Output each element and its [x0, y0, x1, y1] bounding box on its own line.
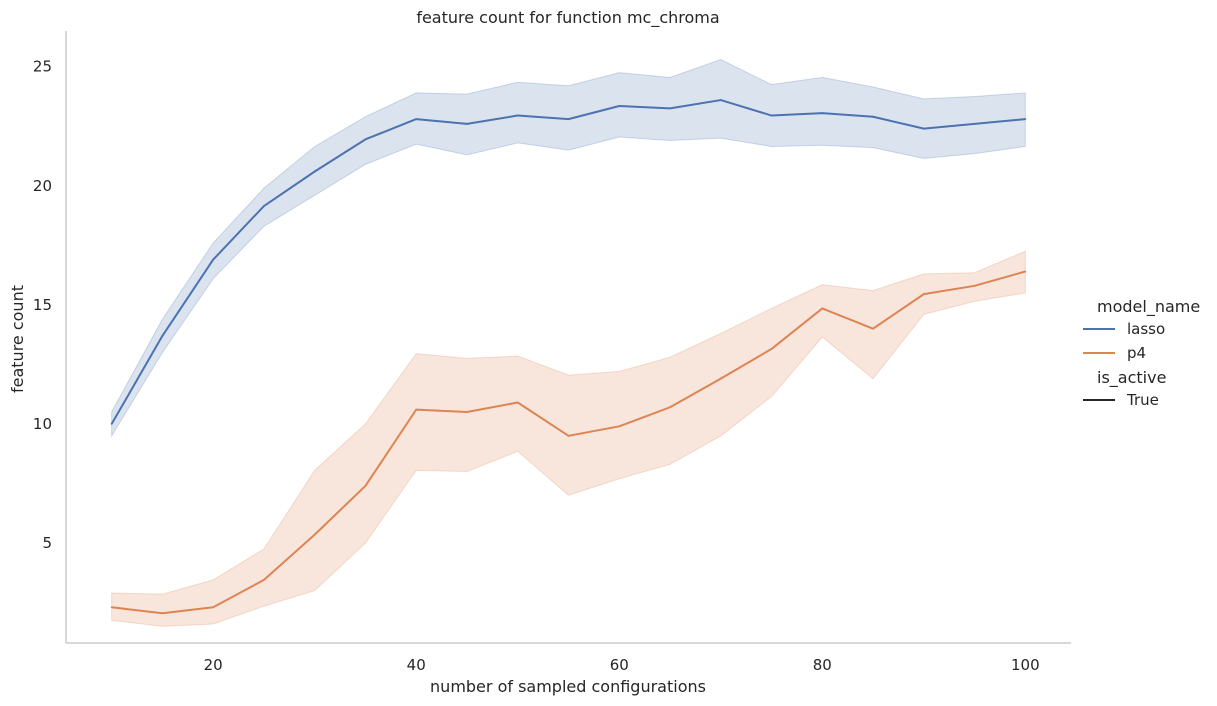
x-tick-label: 80 [813, 656, 832, 674]
data-point-p4 [313, 533, 316, 536]
y-tick-label: 10 [33, 415, 52, 433]
data-point-p4 [770, 348, 773, 350]
data-point-p4 [821, 307, 824, 310]
ci-band-p4 [111, 250, 1026, 627]
y-tick-label: 20 [33, 177, 52, 195]
data-point-p4 [212, 606, 215, 609]
data-point-lasso [1024, 118, 1027, 121]
data-point-lasso [719, 99, 722, 101]
ci-band-lasso [111, 59, 1026, 438]
legend: model_name lasso p4 is_active True [1083, 297, 1200, 409]
x-tick-label: 20 [204, 656, 223, 674]
y-tick-label: 25 [33, 58, 52, 76]
data-point-lasso [364, 138, 367, 141]
data-point-lasso [770, 114, 773, 117]
chart-title: feature count for function mc_chroma [416, 8, 719, 28]
data-point-lasso [669, 107, 671, 110]
legend-style-title: is_active [1097, 368, 1166, 388]
y-tick-labels: 5 10 15 20 25 [33, 58, 52, 552]
x-tick-label: 40 [407, 656, 426, 674]
data-point-p4 [466, 411, 468, 413]
axes: 20 40 60 80 100 5 10 15 20 25 [33, 31, 1071, 674]
data-point-lasso [161, 334, 164, 337]
series-lines [110, 99, 1027, 615]
data-point-lasso [973, 122, 976, 125]
y-axis-label: feature count [8, 285, 27, 393]
data-point-lasso [263, 205, 265, 207]
data-point-lasso [212, 258, 215, 261]
data-point-p4 [516, 401, 519, 404]
data-point-p4 [364, 484, 367, 487]
legend-style-label: True [1126, 391, 1159, 409]
data-point-lasso [516, 114, 519, 117]
data-point-lasso [618, 105, 621, 107]
data-point-lasso [922, 127, 925, 130]
data-point-p4 [567, 434, 570, 437]
x-tick-label: 60 [610, 656, 629, 674]
data-point-lasso [466, 122, 468, 125]
data-point-lasso [415, 118, 418, 121]
data-point-p4 [110, 606, 113, 609]
data-point-p4 [669, 406, 671, 409]
data-point-p4 [1024, 270, 1027, 273]
data-point-p4 [618, 425, 621, 428]
y-tick-label: 15 [33, 296, 52, 314]
data-point-p4 [719, 377, 722, 380]
x-tick-label: 100 [1011, 656, 1040, 674]
data-point-lasso [313, 170, 316, 173]
x-axis-label: number of sampled configurations [430, 677, 706, 696]
data-point-lasso [872, 115, 874, 118]
legend-label-lasso: lasso [1127, 320, 1165, 338]
legend-label-p4: p4 [1127, 344, 1146, 362]
data-point-lasso [110, 423, 113, 425]
data-point-lasso [821, 112, 824, 115]
data-point-p4 [161, 612, 164, 615]
confidence-bands [111, 59, 1026, 627]
y-tick-label: 5 [42, 534, 52, 552]
legend-hue-title: model_name [1097, 297, 1200, 317]
x-tick-labels: 20 40 60 80 100 [204, 656, 1040, 674]
data-point-p4 [973, 284, 976, 287]
data-point-p4 [922, 293, 925, 296]
data-point-p4 [263, 578, 265, 581]
legend-hue-entries: lasso p4 [1083, 320, 1165, 362]
data-point-p4 [872, 327, 874, 330]
data-point-p4 [415, 408, 418, 411]
data-point-lasso [567, 118, 570, 121]
